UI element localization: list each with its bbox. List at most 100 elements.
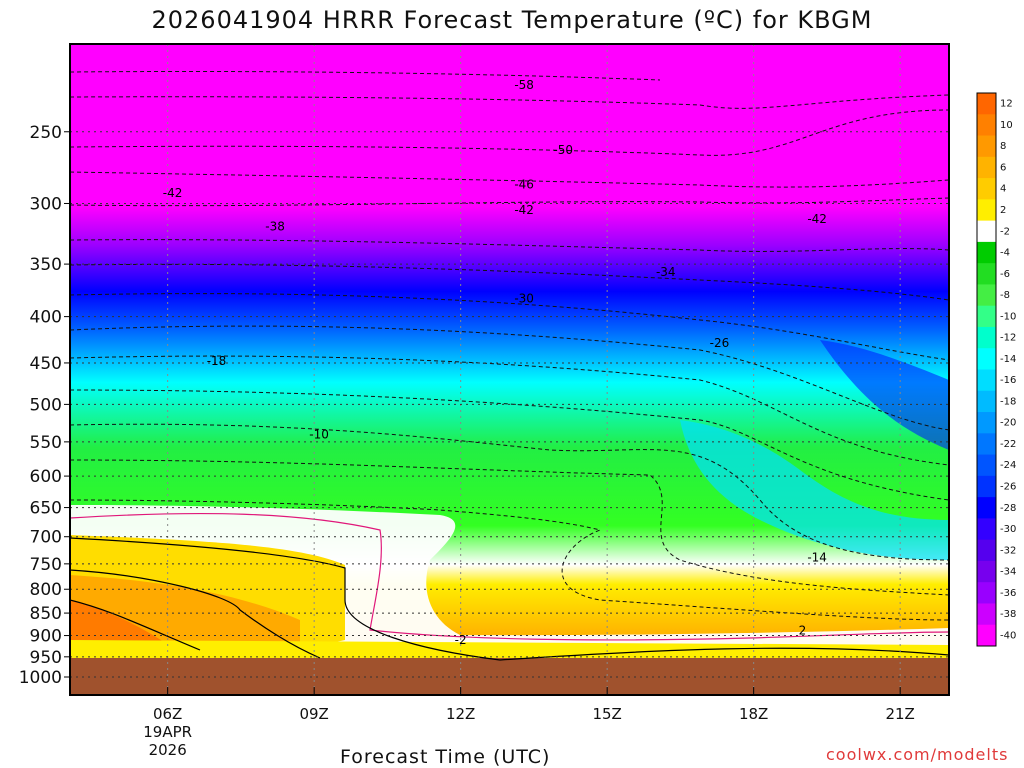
colorbar-label-16: -22 — [1000, 439, 1016, 450]
contour-label-14: 2 — [799, 623, 807, 637]
colorbar-label-23: -36 — [1000, 588, 1016, 599]
colorbar-swatch-3 — [977, 156, 996, 179]
colorbar-label-19: -28 — [1000, 503, 1016, 514]
colorbar-swatch-4 — [977, 178, 996, 200]
colorbar-swatch-23 — [977, 582, 996, 604]
colorbar-label-18: -26 — [1000, 481, 1016, 492]
colorbar-label-0: 12 — [1000, 99, 1013, 110]
colorbar-swatch-16 — [977, 433, 996, 456]
y-tick-label-300: 300 — [30, 194, 62, 214]
colorbar-label-3: 6 — [1000, 162, 1006, 173]
contour-label-6: -38 — [265, 219, 285, 233]
colorbar-label-12: -14 — [1000, 354, 1016, 365]
colorbar-swatch-12 — [977, 348, 996, 370]
x-tick-label-21Z: 21Z — [885, 705, 914, 723]
y-tick-label-400: 400 — [30, 308, 62, 328]
x-tick-label-09Z: 09Z — [299, 705, 328, 723]
vertical-gridlines — [167, 44, 901, 695]
contour-label-1: -50 — [553, 143, 573, 157]
colorbar-label-1: 10 — [1000, 120, 1013, 131]
colorbar-swatch-22 — [977, 560, 996, 583]
colorbar-label-7: -4 — [1000, 248, 1010, 259]
colorbar-label-15: -20 — [1000, 418, 1016, 429]
y-tick-label-1000: 1000 — [19, 668, 62, 688]
colorbar-label-25: -40 — [1000, 630, 1016, 641]
colorbar-swatch-1 — [977, 114, 996, 137]
credit-link[interactable]: coolwx.com/modelts — [826, 745, 1009, 764]
y-tick-label-350: 350 — [30, 255, 62, 275]
colorbar-label-8: -6 — [1000, 269, 1010, 280]
contour-label-4: -42 — [514, 203, 534, 217]
contour-label-7: -34 — [656, 265, 676, 279]
warm-contours — [70, 537, 949, 661]
x-axis-label: Forecast Time (UTC) — [340, 746, 551, 768]
temperature-field: -58 -50 -46 -42 -42 -42 -38 -34 -30 -26 -18 -10 -14 -… — [70, 44, 949, 695]
colorbar-swatch-0 — [977, 93, 996, 115]
y-tick-label-850: 850 — [30, 604, 62, 624]
colorbar-swatch-11 — [977, 326, 996, 349]
colorbar-label-13: -16 — [1000, 375, 1016, 386]
x-tick-label-18Z: 18Z — [739, 705, 768, 723]
contour-labels: -58 -50 -46 -42 -42 -42 -38 -34 -30 -26 -18 -10 -14 -… — [163, 78, 827, 647]
y-tick-label-900: 900 — [30, 627, 62, 647]
colorbar-label-2: 8 — [1000, 141, 1006, 152]
colorbar-swatch-21 — [977, 539, 996, 562]
colorbar-swatch-15 — [977, 412, 996, 434]
colorbar-label-10: -10 — [1000, 311, 1016, 322]
colorbar-swatch-7 — [977, 241, 996, 264]
contour-label-11: -10 — [309, 428, 329, 442]
y-tick-label-700: 700 — [30, 528, 62, 548]
contour-label-10: -18 — [207, 354, 227, 368]
y-tick-label-450: 450 — [30, 354, 62, 374]
y-tick-label-600: 600 — [30, 467, 62, 487]
plot-frame — [69, 43, 950, 696]
colorbar-label-4: 4 — [1000, 184, 1006, 195]
colorbar-label-21: -32 — [1000, 545, 1016, 556]
y-tick-label-250: 250 — [30, 123, 62, 143]
colorbar-label-5: 2 — [1000, 205, 1006, 216]
colorbar-label-11: -12 — [1000, 333, 1016, 344]
x-tick-label-06Z: 06Z — [153, 705, 182, 723]
colorbar-swatch-19 — [977, 497, 996, 519]
colorbar-swatch-2 — [977, 135, 996, 158]
colorbar-swatch-8 — [977, 263, 996, 285]
colorbar-label-24: -38 — [1000, 609, 1016, 620]
y-tick-label-500: 500 — [30, 395, 62, 415]
colorbar-swatch-24 — [977, 603, 996, 626]
colorbar-swatch-10 — [977, 305, 996, 328]
colorbar-swatch-9 — [977, 284, 996, 307]
colorbar-swatch-5 — [977, 199, 996, 222]
y-tick-label-550: 550 — [30, 433, 62, 453]
contour-label-8: -30 — [514, 292, 534, 306]
colorbar-swatch-6 — [977, 220, 996, 243]
colorbar-label-20: -30 — [1000, 524, 1016, 535]
colorbar-swatch-18 — [977, 475, 996, 498]
y-tick-label-800: 800 — [30, 580, 62, 600]
contour-label-12: -14 — [807, 551, 827, 565]
y-tick-label-750: 750 — [30, 555, 62, 575]
colorbar-swatch-14 — [977, 390, 996, 413]
y-axis: 250 300 350 400 450 500 550 600 650 700 750 800 850 9… — [19, 123, 70, 688]
x-tick-label-12Z: 12Z — [446, 705, 475, 723]
y-tick-label-950: 950 — [30, 648, 62, 668]
colorbar-swatch-13 — [977, 369, 996, 392]
colorbar-label-9: -8 — [1000, 290, 1010, 301]
chart-title: 2026041904 HRRR Forecast Temperature (ºC… — [151, 6, 873, 34]
colorbar-swatch-20 — [977, 518, 996, 541]
colorbar-swatch-17 — [977, 454, 996, 477]
colorbar-frame — [976, 92, 997, 647]
contour-label-2: -46 — [514, 178, 534, 192]
x-tick-sublabel-0: 19APR — [143, 723, 192, 741]
horizontal-gridlines — [70, 131, 949, 678]
x-tick-sublabel-1: 2026 — [149, 741, 187, 759]
colorbar-label-6: -2 — [1000, 226, 1010, 237]
colorbar-label-22: -34 — [1000, 567, 1016, 578]
contour-label-3: -42 — [163, 186, 183, 200]
y-tick-label-650: 650 — [30, 499, 62, 519]
contour-label-9: -26 — [710, 336, 730, 350]
colorbar-label-17: -24 — [1000, 460, 1016, 471]
contour-label-0: -58 — [514, 78, 534, 92]
contour-label-13: -2 — [455, 633, 467, 647]
colorbar-swatch-25 — [977, 624, 996, 647]
